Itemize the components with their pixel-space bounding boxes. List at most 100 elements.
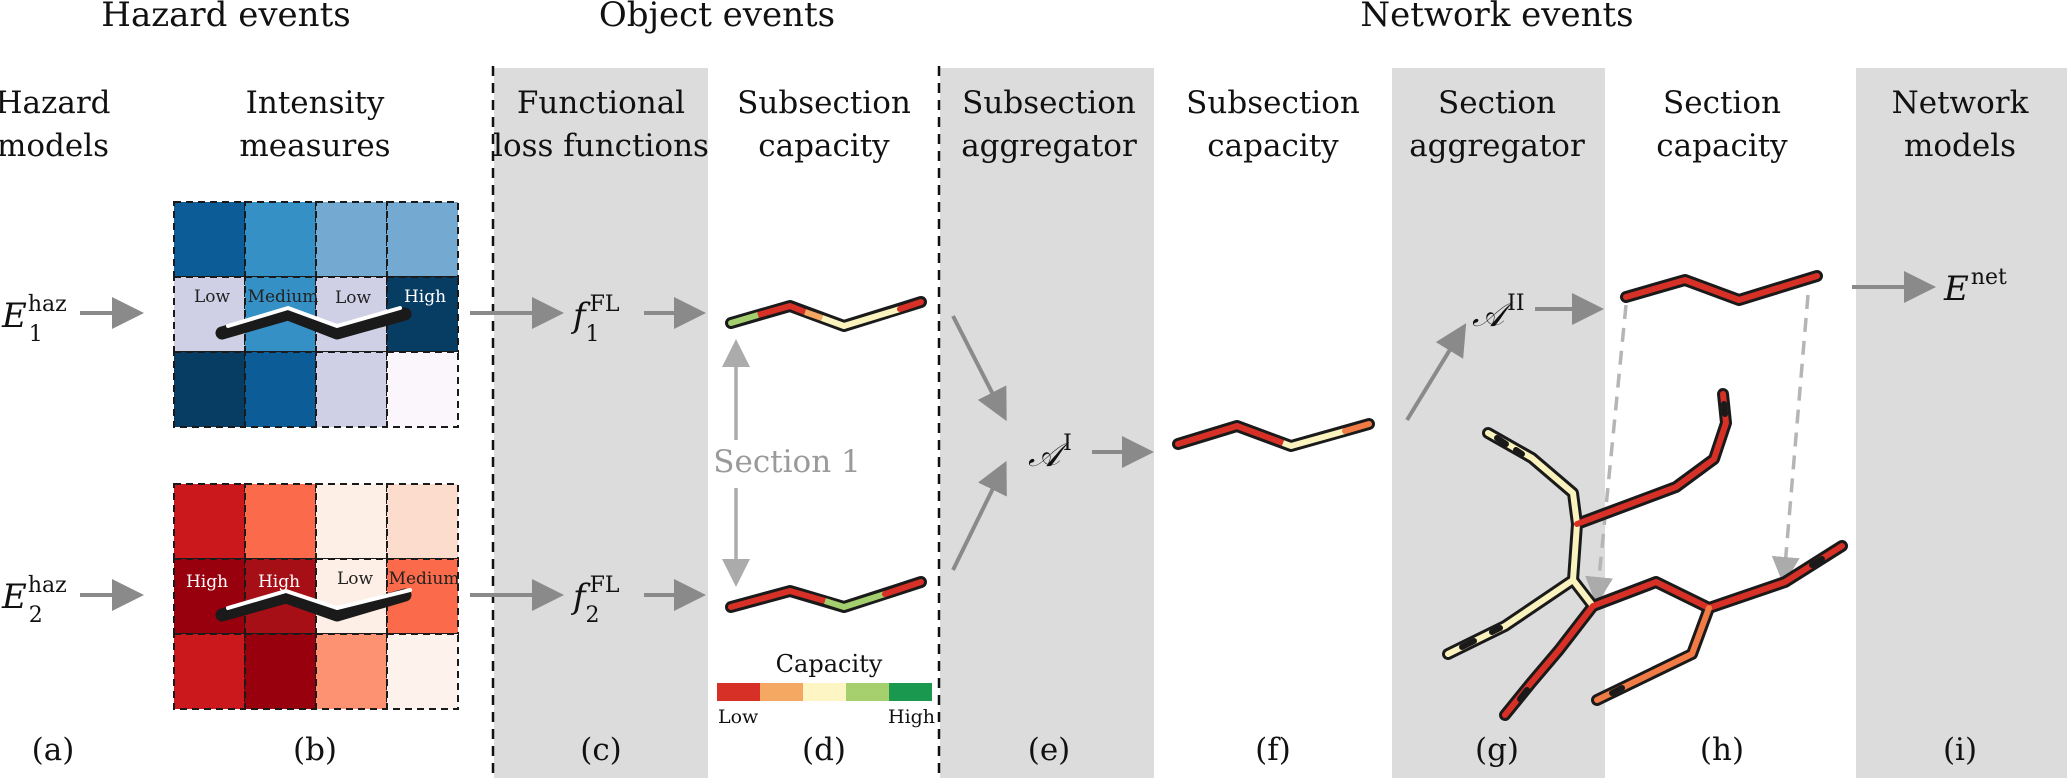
capacity-legend-swatch — [803, 683, 846, 701]
capacity-legend-title: Capacity — [776, 650, 883, 678]
subsection-2-green — [824, 591, 886, 610]
panel-i: (i) — [1943, 732, 1977, 768]
col-h-line2: capacity — [1656, 128, 1788, 164]
col-f-line1: Subsection — [1186, 85, 1360, 121]
section-1-label: Section 1 — [713, 444, 861, 480]
dashed-arrow-right — [1771, 294, 1810, 585]
capacity-legend: Capacity Low High — [717, 650, 935, 728]
subsection-1-green — [728, 312, 761, 326]
panel-a: (a) — [32, 732, 75, 768]
col-i-line2: models — [1904, 128, 2016, 164]
col-g-line2: aggregator — [1409, 128, 1585, 164]
grid1-label-3: Low — [335, 288, 372, 308]
arrow-f-g — [1405, 323, 1467, 422]
panel-g: (g) — [1475, 732, 1519, 768]
aggregated-subsection-yellow — [1281, 428, 1346, 449]
section-capacity-segment — [1620, 270, 1823, 306]
column-headers: Hazard models Intensity measures Functio… — [0, 85, 2029, 164]
col-g-line1: Section — [1438, 85, 1556, 121]
subsection-2-capacity — [725, 576, 927, 613]
grid2-cell — [244, 633, 317, 710]
grid1-label-2: Medium — [248, 287, 319, 307]
grid1-cell — [173, 351, 246, 428]
subsection-1-capacity — [725, 296, 927, 332]
panel-c: (c) — [580, 732, 622, 768]
grid2-cell — [244, 483, 317, 560]
grid1-cell — [173, 201, 246, 278]
capacity-legend-swatch — [717, 683, 760, 701]
net-dash-5 — [1721, 401, 1728, 417]
intensity-grid-1: Low Medium Low High — [173, 201, 459, 428]
subsection-1-yellow — [820, 306, 901, 329]
shade-c — [494, 68, 708, 778]
net-yellow-center — [1570, 577, 1596, 609]
grid2-cell — [173, 483, 246, 560]
grid1-cell — [315, 351, 388, 428]
subsection-2-red-a — [728, 588, 828, 610]
intensity-grid-2: High High Low Medium — [173, 483, 460, 710]
net-dash-4 — [1513, 447, 1525, 457]
col-e-line1: Subsection — [962, 85, 1136, 121]
col-a-line1: Hazard — [0, 85, 111, 121]
net-red-lower — [1502, 543, 1845, 718]
grid2-label-1: High — [186, 572, 228, 592]
grid2-cell — [386, 633, 459, 710]
aggregated-subsection-orange — [1342, 421, 1372, 434]
panel-d: (d) — [802, 732, 846, 768]
grid2-cell — [386, 483, 459, 560]
net-dash-6 — [1517, 687, 1530, 702]
column-shading — [494, 68, 2067, 778]
band-title-object: Object events — [599, 0, 835, 35]
shade-e — [940, 68, 1154, 778]
net-dash-3 — [1494, 435, 1509, 447]
col-d-line2: capacity — [758, 128, 890, 164]
grid1-cell — [244, 201, 317, 278]
grid1-cell — [315, 201, 388, 278]
grid2-cell — [173, 633, 246, 710]
col-d-line1: Subsection — [737, 85, 911, 121]
network-symbol: Enet — [1943, 265, 2007, 309]
capacity-legend-swatch — [889, 683, 932, 701]
aggregated-subsection-red — [1175, 423, 1286, 447]
panel-f: (f) — [1255, 732, 1291, 768]
road-segment-1-highlight — [226, 306, 402, 328]
net-dash-8 — [1809, 556, 1825, 568]
fl-function-1: f FL 1 — [570, 292, 620, 347]
grid2-label-2: High — [258, 572, 300, 592]
network-drawing — [1442, 388, 1848, 721]
subsection-1-orange — [804, 309, 823, 321]
grid1-cell — [386, 351, 459, 428]
net-orange-branch — [1594, 605, 1712, 703]
grid2-cell — [315, 633, 388, 710]
grid1-cell — [244, 351, 317, 428]
grid1-cell — [173, 276, 246, 353]
col-e-line2: aggregator — [961, 128, 1137, 164]
col-c-line2: loss functions — [493, 128, 709, 164]
hazard-symbol-2: Ehaz 2 — [1, 573, 67, 628]
net-dash-2 — [1489, 625, 1503, 635]
panel-letters: (a) (b) (c) (d) (e) (f) (g) (h) (i) — [32, 732, 1977, 768]
net-dash-1 — [1459, 638, 1477, 650]
shade-i — [1856, 68, 2067, 778]
col-i-line1: Network — [1892, 85, 2029, 121]
capacity-legend-low: Low — [718, 706, 759, 728]
subsection-2-red-b — [882, 579, 924, 597]
road-segment-1-outline — [215, 307, 412, 340]
capacity-legend-high: High — [888, 706, 935, 728]
subsection-1-red-a — [757, 303, 807, 318]
grid1-label-4: High — [404, 287, 446, 307]
grid1-cell — [386, 201, 459, 278]
road-segment-2-outline — [215, 588, 412, 622]
grid2-cell — [315, 483, 388, 560]
aggregated-subsection — [1172, 418, 1375, 452]
col-h-line1: Section — [1663, 85, 1781, 121]
col-a-line2: models — [0, 128, 109, 164]
grid2-label-4: Medium — [389, 569, 460, 589]
net-dash-7 — [1609, 685, 1625, 696]
band-title-hazard: Hazard events — [101, 0, 350, 35]
grid1-label-1: Low — [194, 287, 231, 307]
aggregator-A2: 𝒜 II — [1472, 291, 1525, 335]
arrow-d1-e — [951, 315, 1007, 422]
grid2-label-3: Low — [337, 569, 374, 589]
